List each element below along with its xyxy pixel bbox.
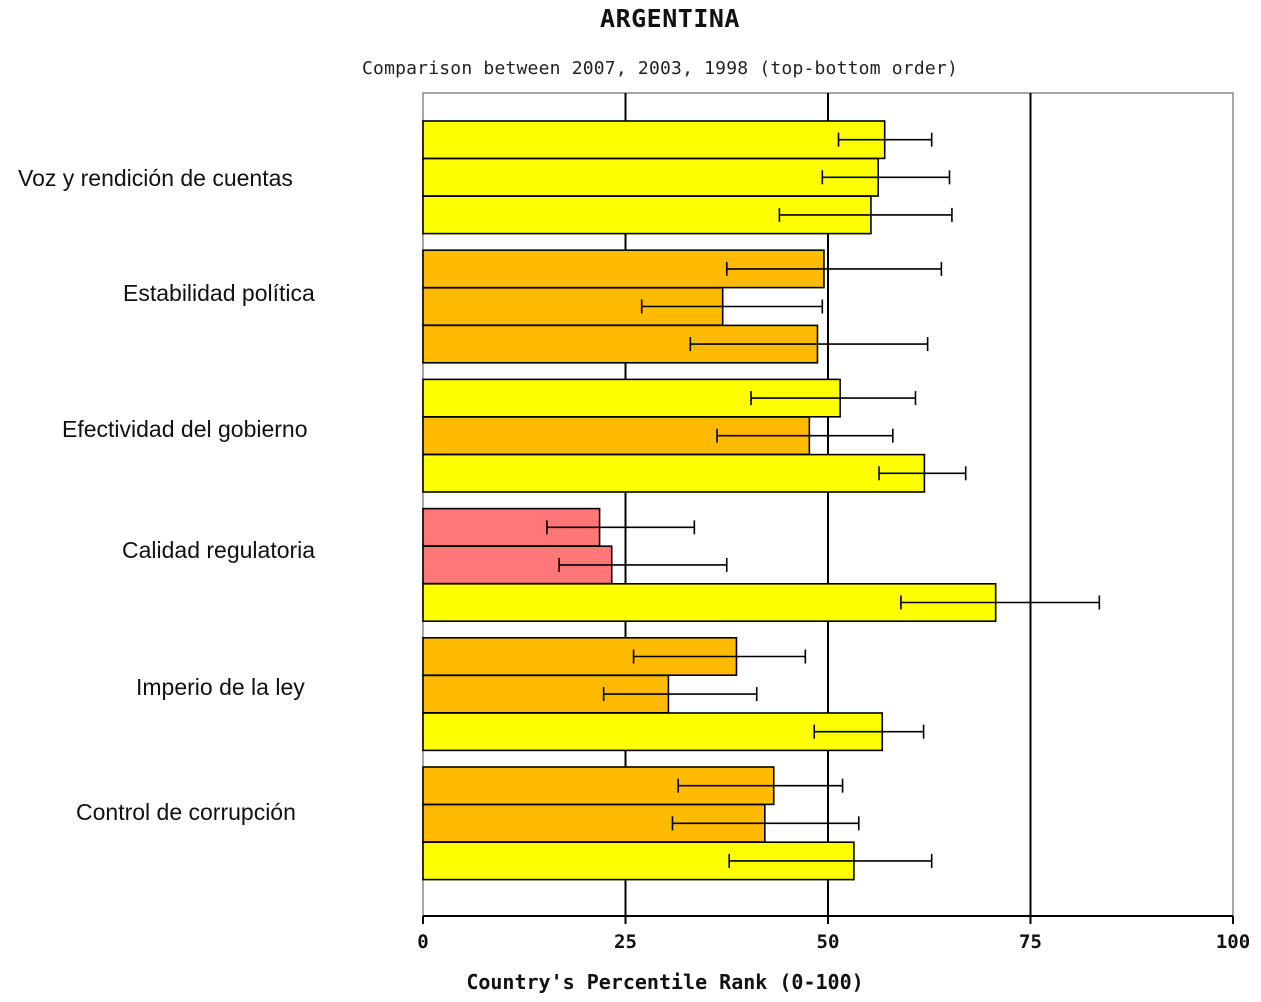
bar-3-0 xyxy=(422,507,601,547)
category-label-control: Control de corrupción xyxy=(76,799,296,825)
category-label-voz: Voz y rendición de cuentas xyxy=(18,165,293,191)
category-label-efectividad: Efectividad del gobierno xyxy=(62,416,308,442)
bar-2-2 xyxy=(422,453,926,493)
x-tick-label-75: 75 xyxy=(1019,931,1042,953)
x-tick-label-50: 50 xyxy=(817,931,840,953)
x-tick-label-0: 0 xyxy=(417,931,428,953)
x-axis-label: Country's Percentile Rank (0-100) xyxy=(466,970,864,994)
category-label-estabilidad: Estabilidad política xyxy=(123,280,315,306)
bar-0-1 xyxy=(422,157,880,197)
chart-title: ARGENTINA xyxy=(600,4,740,33)
bar-0-0 xyxy=(422,120,886,160)
x-tick-label-100: 100 xyxy=(1216,931,1250,953)
chart-subtitle: Comparison between 2007, 2003, 1998 (top… xyxy=(362,58,958,79)
category-label-imperio: Imperio de la ley xyxy=(136,674,305,700)
category-label-calidad: Calidad regulatoria xyxy=(122,537,316,563)
x-tick-label-25: 25 xyxy=(614,931,637,953)
bar-4-2 xyxy=(422,712,884,752)
